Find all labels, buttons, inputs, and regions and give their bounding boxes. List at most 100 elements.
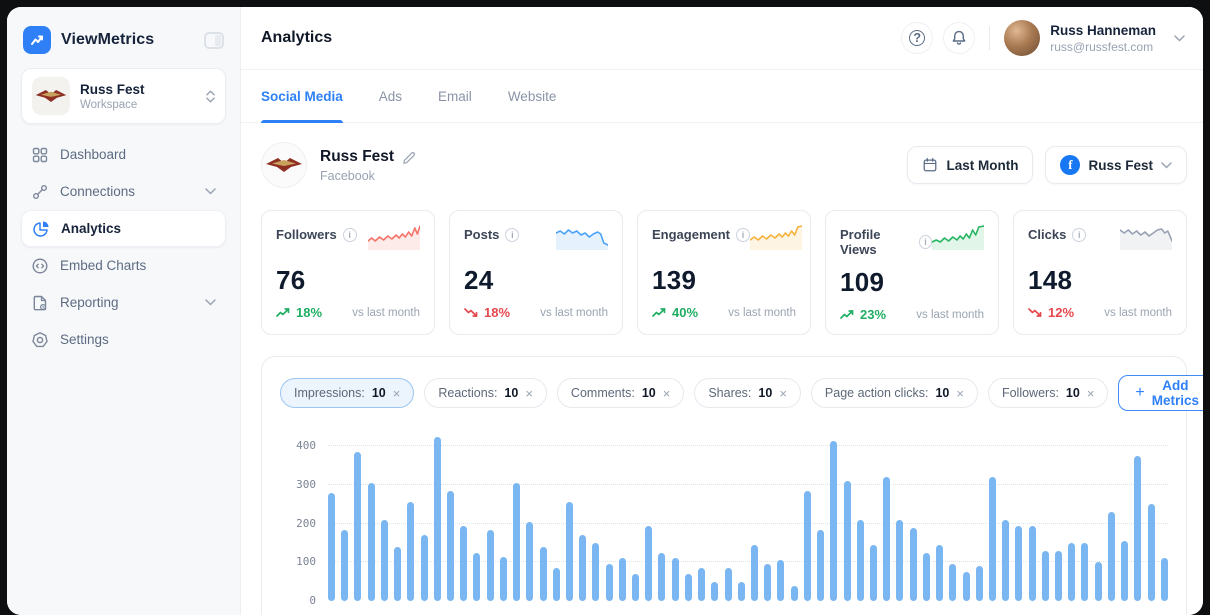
help-button[interactable]: ? [901, 22, 934, 54]
metric-card-bottom: 12% vs last month [1028, 305, 1172, 320]
metric-cards-row: Followers i 76 18% vs last month Posts i 24 18% v… [261, 210, 1187, 335]
chart-bar [1002, 520, 1010, 601]
add-metrics-button[interactable]: + Add Metrics [1118, 375, 1203, 411]
sidebar-item-embed-charts[interactable]: Embed Charts [21, 247, 226, 284]
chart-bar [658, 553, 666, 601]
chevron-down-icon [205, 299, 216, 306]
chart-bar [433, 437, 441, 601]
chart-bar [380, 520, 388, 601]
tab-website[interactable]: Website [508, 70, 557, 122]
sidebar-item-label: Connections [60, 184, 136, 199]
metric-change: 18% [464, 305, 510, 320]
user-email: russ@russfest.com [1050, 39, 1154, 54]
tab-label: Social Media [261, 88, 343, 104]
chart-bar [579, 535, 587, 601]
metric-label: Followers [276, 227, 337, 242]
date-range-button[interactable]: Last Month [907, 146, 1034, 184]
metric-change: 40% [652, 305, 698, 320]
chart-bar [817, 530, 825, 601]
info-icon[interactable]: i [342, 227, 357, 242]
chip-impressions[interactable]: Impressions: 10 × [280, 378, 415, 408]
remove-chip-icon[interactable]: × [1086, 385, 1095, 401]
sidebar: ViewMetrics Russ Fest Workspace Dashboar… [7, 7, 241, 615]
bell-icon [952, 30, 966, 45]
trend-down-icon [1028, 307, 1043, 318]
remove-chip-icon[interactable]: × [392, 385, 401, 401]
metric-card-top: Profile Views i [840, 224, 985, 257]
chip-reactions[interactable]: Reactions: 10 × [424, 378, 547, 408]
info-icon[interactable]: i [1072, 227, 1087, 242]
account-selector-button[interactable]: f Russ Fest [1045, 146, 1187, 184]
app-name: ViewMetrics [61, 31, 155, 48]
remove-chip-icon[interactable]: × [956, 385, 964, 401]
metric-card-followers: Followers i 76 18% vs last month [261, 210, 435, 335]
sidebar-item-reporting[interactable]: Reporting [21, 284, 226, 321]
metric-label-wrap: Posts i [464, 224, 556, 242]
workspace-switcher[interactable]: Russ Fest Workspace [21, 68, 226, 124]
metric-change-value: 40% [672, 305, 699, 320]
metric-change-value: 23% [860, 307, 887, 322]
user-menu[interactable]: Russ Hanneman russ@russfest.com [1004, 20, 1185, 56]
remove-chip-icon[interactable]: × [525, 385, 533, 401]
info-icon[interactable]: i [736, 227, 751, 242]
chart-bar [751, 545, 758, 601]
app-logo-row: ViewMetrics [21, 22, 226, 68]
notifications-button[interactable] [943, 22, 976, 54]
chip-label: Followers: [1001, 386, 1059, 400]
topbar: Analytics ? Russ Hanneman russ@russfest.… [241, 7, 1203, 70]
chart-bar [1121, 541, 1129, 601]
metric-card-engagement: Engagement i 139 40% vs last month [637, 210, 811, 335]
metric-card-bottom: 18% vs last month [464, 305, 608, 320]
tab-email[interactable]: Email [438, 70, 472, 122]
metric-label-wrap: Profile Views i [840, 224, 932, 257]
viewmetrics-logo-icon [23, 26, 51, 54]
chip-followers[interactable]: Followers: 10 × [987, 378, 1109, 408]
sidebar-item-settings[interactable]: Settings [21, 321, 226, 358]
info-icon[interactable]: i [505, 227, 520, 242]
chip-shares[interactable]: Shares: 10 × [694, 378, 801, 408]
sidebar-item-connections[interactable]: Connections [21, 173, 226, 210]
account-meta: Russ Fest Facebook [320, 148, 907, 183]
metric-card-bottom: 18% vs last month [276, 305, 420, 320]
chart-bar [473, 553, 481, 601]
chart-bar [446, 491, 454, 601]
chart-bar [790, 586, 798, 601]
tab-social-media[interactable]: Social Media [261, 70, 343, 123]
remove-chip-icon[interactable]: × [779, 385, 787, 401]
chart-bar [565, 502, 573, 601]
remove-chip-icon[interactable]: × [662, 385, 671, 401]
chart-bar [1081, 543, 1089, 601]
workspace-meta: Russ Fest Workspace [80, 82, 196, 111]
chip-label: Page action clicks: [824, 386, 929, 400]
sparkline-clicks [1119, 224, 1173, 255]
account-header: Russ Fest Facebook Last Month f Russ Fes… [261, 142, 1187, 188]
section-tabs: Social Media Ads Email Website [241, 70, 1203, 123]
tab-ads[interactable]: Ads [379, 70, 402, 122]
chart-bar [1094, 562, 1102, 601]
metric-note: vs last month [352, 306, 420, 319]
metric-value: 76 [276, 265, 306, 295]
metric-value: 148 [1028, 265, 1073, 295]
info-icon[interactable]: i [919, 235, 932, 249]
trend-up-icon [840, 309, 855, 320]
edit-pencil-icon[interactable] [402, 149, 417, 164]
chip-page-action-clicks[interactable]: Page action clicks: 10 × [810, 378, 978, 408]
metric-card-top: Followers i [276, 224, 421, 255]
chart-bar [486, 530, 494, 601]
page-title: Analytics [261, 29, 333, 46]
chart-bar [513, 483, 521, 601]
chip-comments[interactable]: Comments: 10 × [556, 378, 685, 408]
sidebar-item-analytics[interactable]: Analytics [21, 210, 226, 247]
workspace-chevron-updown-icon [206, 89, 215, 103]
chart-bar [394, 547, 402, 601]
chart-bar [711, 582, 719, 601]
sidebar-item-dashboard[interactable]: Dashboard [21, 136, 226, 173]
chart-bar [936, 545, 944, 601]
sidebar-collapse-icon[interactable] [204, 31, 224, 49]
question-icon: ? [909, 30, 926, 46]
chip-value: 10 [641, 386, 656, 400]
sidebar-item-label: Settings [60, 332, 109, 347]
sparkline-posts [555, 224, 609, 255]
chip-label: Impressions: [294, 386, 365, 400]
chart-bar [420, 535, 428, 601]
